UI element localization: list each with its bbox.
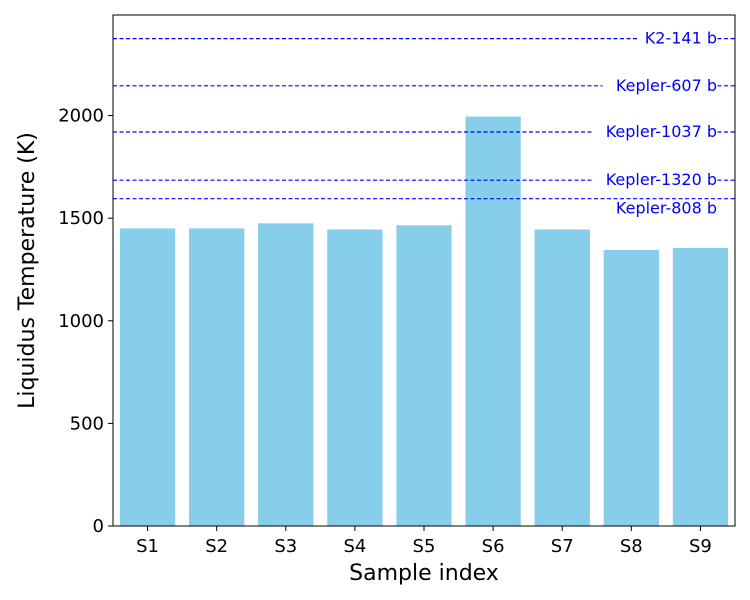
x-tick-label: S9: [689, 536, 712, 557]
y-tick-label: 0: [93, 516, 104, 537]
x-tick-label: S7: [551, 536, 574, 557]
ref-label-bg: [602, 76, 717, 95]
bar-s4: [327, 229, 383, 527]
y-tick-label: 2000: [58, 106, 104, 127]
ref-line-label: Kepler-1320 b: [606, 170, 717, 189]
x-tick-label: S4: [343, 536, 366, 557]
bar-s5: [396, 225, 452, 526]
x-tick-label: S3: [274, 536, 297, 557]
bar-group: [119, 116, 729, 527]
x-tick-label: S1: [136, 536, 159, 557]
y-tick-label: 1500: [58, 208, 104, 229]
x-tick-label: S5: [413, 536, 436, 557]
y-axis: 0 500 1000 1500 2000: [58, 106, 113, 537]
y-axis-label: Liquidus Temperature (K): [15, 132, 40, 409]
bar-s1: [119, 228, 176, 526]
reference-lines: K2-141 b Kepler-607 b Kepler-1037 b Kepler-…: [113, 29, 735, 218]
ref-label-bg: [593, 171, 717, 190]
bar-s8: [603, 249, 659, 526]
ref-label-bg: [593, 122, 717, 141]
bar-s9: [672, 247, 729, 526]
x-tick-label: S8: [620, 536, 643, 557]
bar-s6: [465, 116, 521, 526]
ref-line-label: Kepler-808 b: [616, 199, 717, 218]
y-tick-label: 1000: [58, 311, 104, 332]
ref-line-label: Kepler-607 b: [616, 76, 717, 95]
x-axis-label: Sample index: [349, 561, 499, 586]
x-axis: S1 S2 S3 S4 S5 S6 S7 S8 S9: [136, 526, 712, 557]
bar-s7: [534, 229, 590, 527]
ref-label-bg: [639, 29, 717, 48]
ref-line-label: Kepler-1037 b: [606, 122, 717, 141]
x-tick-label: S6: [482, 536, 505, 557]
x-tick-label: S2: [205, 536, 228, 557]
bar-s3: [258, 223, 314, 526]
y-tick-label: 500: [70, 413, 104, 434]
bar-s2: [189, 228, 245, 526]
ref-line-label: K2-141 b: [645, 29, 717, 48]
